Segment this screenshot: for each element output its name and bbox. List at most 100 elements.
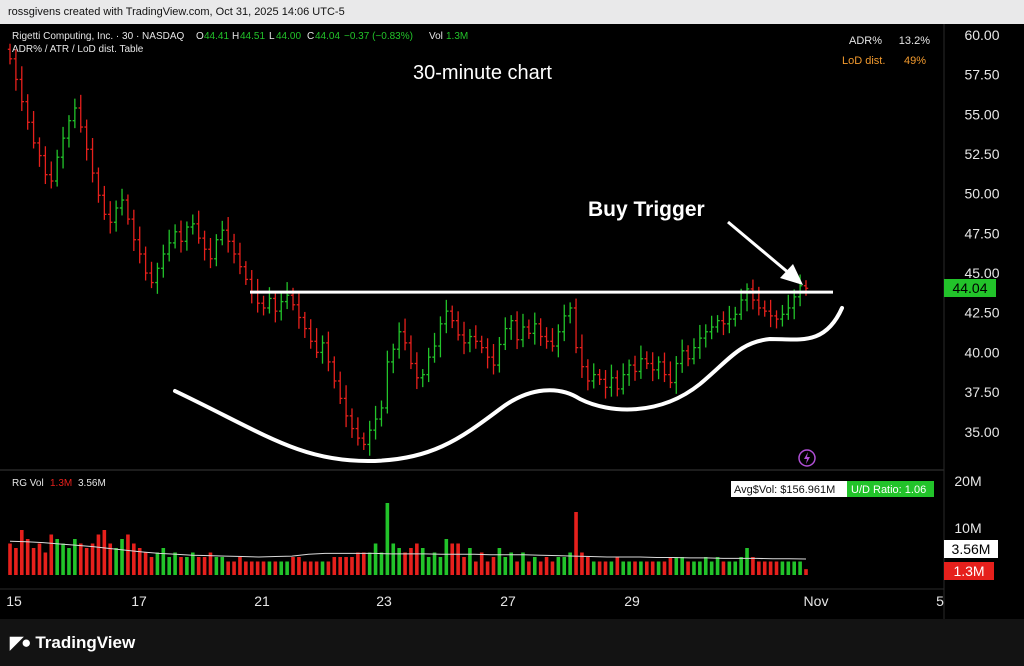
volume-bar xyxy=(356,552,360,575)
candle xyxy=(343,385,349,428)
last-price-tag-text: 44.04 xyxy=(952,280,987,296)
time-tick-label: 21 xyxy=(254,593,270,609)
volume-bar xyxy=(267,561,272,575)
candle xyxy=(455,311,461,341)
volume-bar xyxy=(409,548,413,575)
candle xyxy=(214,234,219,267)
volume-bar xyxy=(214,557,219,575)
volume-bar xyxy=(503,557,508,575)
volume-ma-line xyxy=(9,540,807,560)
volume-bar xyxy=(285,561,289,575)
volume-bar xyxy=(19,530,24,575)
candle xyxy=(768,299,773,328)
volume-bar xyxy=(385,503,390,575)
tradingview-logo-icon: ◤● xyxy=(10,633,31,652)
volume-bar xyxy=(568,552,572,575)
volume-legend-vol: 1.3M xyxy=(50,478,72,489)
volume-bar xyxy=(692,561,696,575)
candle xyxy=(385,350,390,414)
footer-bar: ◤● TradingView xyxy=(0,619,1024,666)
volume-bar xyxy=(709,561,714,575)
candle xyxy=(108,201,113,234)
volume-bar xyxy=(662,561,667,575)
candle xyxy=(715,315,720,333)
volume-bar xyxy=(497,548,502,575)
volume-bar xyxy=(55,539,59,575)
tradingview-logo[interactable]: ◤● TradingView xyxy=(10,633,135,653)
candle xyxy=(733,306,738,327)
price-axis[interactable]: 60.00 57.50 55.00 52.50 50.00 47.50 45.00 42.50… xyxy=(964,27,999,440)
open-label: O xyxy=(196,31,204,42)
candle xyxy=(7,43,13,65)
volume-bar xyxy=(173,552,177,575)
volume-bar xyxy=(297,557,301,575)
candle xyxy=(774,310,779,329)
volume-bar xyxy=(185,557,189,575)
volume-bar xyxy=(762,561,767,575)
volume-bar xyxy=(73,539,77,575)
time-axis[interactable]: 15 17 21 23 27 29 Nov 5 xyxy=(6,593,944,609)
volume-bar xyxy=(255,561,260,575)
chart-credit-bar: rossgivens created with TradingView.com,… xyxy=(0,0,1024,24)
candle xyxy=(508,315,514,340)
candle xyxy=(332,356,337,389)
volume-axis[interactable]: 20M 10M xyxy=(954,473,981,536)
price-tick-label: 50.00 xyxy=(964,186,999,202)
high-label: H xyxy=(232,31,239,42)
volume-bar xyxy=(650,561,655,575)
candle xyxy=(172,224,178,249)
candle xyxy=(367,420,372,456)
time-tick-label: 15 xyxy=(6,593,22,609)
candle xyxy=(485,338,490,369)
change-value: −0.37 (−0.83%) xyxy=(344,31,413,42)
volume-bar xyxy=(403,552,407,575)
candle xyxy=(72,98,78,129)
candle xyxy=(538,318,543,346)
candle xyxy=(320,335,325,364)
candle xyxy=(656,356,661,380)
cup-curve-drawing[interactable] xyxy=(173,306,844,464)
price-chart[interactable]: Rigetti Computing, Inc. · 30 · NASDAQ O … xyxy=(0,24,1024,619)
symbol-line: Rigetti Computing, Inc. · 30 · NASDAQ xyxy=(12,31,185,42)
volume-bar xyxy=(491,557,496,575)
volume-bar xyxy=(774,561,779,575)
candle xyxy=(473,325,479,349)
volume-tag xyxy=(944,562,994,580)
volume-bar xyxy=(303,561,307,575)
candle xyxy=(60,126,66,169)
candle xyxy=(562,304,567,342)
candle xyxy=(296,293,302,329)
candle xyxy=(113,200,119,232)
candle xyxy=(685,345,691,367)
volume-bar xyxy=(415,543,419,575)
candle xyxy=(391,343,396,374)
candle xyxy=(19,66,24,112)
volume-bar xyxy=(739,557,743,575)
candle xyxy=(37,137,42,167)
volume-bar xyxy=(379,552,384,575)
volume-bar xyxy=(226,561,230,575)
volume-bar xyxy=(279,561,284,575)
lod-label: LoD dist. xyxy=(842,55,885,67)
volume-bar xyxy=(550,561,555,575)
chart-credit-text: rossgivens created with TradingView.com,… xyxy=(8,6,345,18)
candle xyxy=(202,230,207,261)
price-tick-label: 42.50 xyxy=(964,305,999,321)
volume-bar xyxy=(674,557,679,575)
volume-bar xyxy=(703,557,708,575)
volume-series xyxy=(8,503,808,575)
volume-bar xyxy=(84,548,89,575)
candle xyxy=(432,332,437,363)
volume-bar xyxy=(344,557,348,575)
candle xyxy=(355,417,361,446)
candle xyxy=(738,288,744,320)
candle xyxy=(137,226,142,264)
candle xyxy=(792,289,797,320)
lightning-bolt-icon[interactable] xyxy=(798,449,816,467)
low-value: 44.00 xyxy=(276,31,301,42)
volume-bar xyxy=(90,543,95,575)
volume-bar xyxy=(161,548,166,575)
candle xyxy=(167,229,172,262)
volume-bar xyxy=(562,557,567,575)
close-label: C xyxy=(307,31,314,42)
